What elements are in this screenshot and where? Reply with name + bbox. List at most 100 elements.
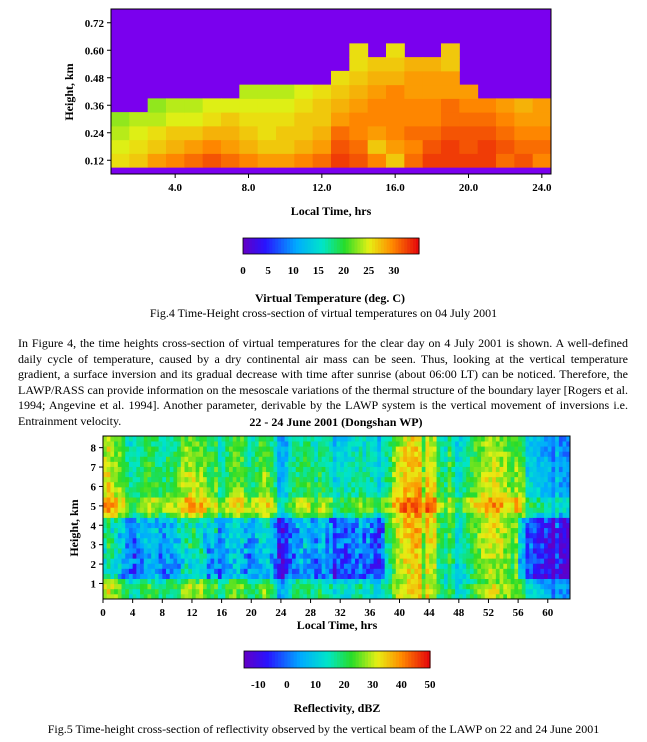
figure5-cell — [173, 537, 178, 544]
figure5-cell — [180, 471, 185, 478]
figure5-cell — [243, 527, 248, 534]
figure5-cell — [481, 563, 486, 569]
figure5-cell — [503, 553, 508, 559]
figure5-cell — [547, 451, 552, 457]
figure5-cell — [236, 466, 241, 473]
figure5-cell — [562, 578, 567, 585]
figure5-cell — [158, 593, 163, 600]
figure5-cell — [273, 471, 278, 478]
figure5-cell — [492, 537, 497, 544]
figure5-cell — [306, 441, 311, 447]
figure5-cell — [447, 568, 452, 574]
figure5-cell — [558, 532, 563, 539]
figure5-cell — [236, 542, 241, 549]
figure5-cell — [477, 517, 482, 523]
figure5-cell — [410, 583, 415, 590]
figure5-cell — [406, 522, 412, 529]
figure5-cell — [366, 537, 371, 544]
figure5-cell — [254, 522, 260, 529]
figure5-cell — [303, 542, 308, 549]
figure5-cell — [499, 507, 504, 513]
figure5-cell — [410, 436, 415, 442]
figure5-cell — [114, 497, 119, 503]
figure5-cell — [495, 548, 500, 554]
figure5-cell — [369, 542, 374, 549]
figure5-cell — [469, 466, 475, 473]
figure5-cell — [166, 588, 171, 595]
figure5-cell — [384, 492, 389, 498]
figure5-cell — [532, 481, 538, 488]
figure5-cell — [162, 436, 167, 442]
figure4-cell — [202, 125, 222, 141]
figure5-cell — [373, 553, 378, 559]
figure5-cell — [488, 486, 493, 493]
figure5-cell — [403, 537, 408, 544]
figure5-cell — [303, 466, 308, 473]
figure5-cell — [343, 471, 349, 478]
figure5-cell — [251, 507, 256, 513]
figure5-cell — [499, 461, 504, 467]
figure5-colorbar-step — [330, 651, 335, 668]
figure5-cell — [355, 548, 360, 554]
figure5-cell — [488, 542, 493, 549]
figure5-cell — [106, 502, 111, 508]
figure5-cell — [173, 451, 178, 457]
figure5-cell — [510, 542, 515, 549]
figure5-cell — [177, 466, 182, 473]
figure5-cell — [184, 456, 189, 462]
figure5-cell — [280, 537, 286, 544]
figure5-cell — [377, 537, 382, 544]
figure5-cell — [351, 558, 356, 564]
figure5-cell — [266, 471, 271, 478]
figure5-cell — [277, 502, 282, 508]
figure5-cell — [158, 548, 163, 554]
figure5-cell — [436, 578, 441, 585]
figure5-cell — [295, 456, 300, 462]
figure5-cell — [566, 497, 571, 503]
figure5-cell — [562, 436, 567, 442]
figure5-cell — [210, 588, 215, 595]
figure5-cell — [306, 466, 311, 473]
figure5-cell — [184, 492, 189, 498]
figure5-cell — [292, 532, 297, 539]
figure5-cell — [410, 542, 415, 549]
figure5-cell — [254, 461, 260, 467]
figure5-cell — [384, 456, 389, 462]
figure5-cell — [536, 522, 541, 529]
figure5-cell — [136, 578, 141, 585]
figure5-cell — [110, 466, 115, 473]
figure5-cell — [329, 441, 334, 447]
figure5-cell — [214, 441, 219, 447]
figure4-cell — [532, 139, 552, 154]
figure5-cell — [173, 481, 178, 488]
figure5-cell — [188, 593, 193, 600]
figure5-cell — [362, 466, 367, 473]
figure5-cell — [225, 481, 230, 488]
figure5-cell — [203, 548, 208, 554]
figure5-cell — [128, 502, 134, 508]
figure5-cell — [136, 492, 141, 498]
figure5-cell — [440, 588, 445, 595]
figure5-colorbar-step — [386, 651, 391, 668]
figure5-cell — [410, 461, 415, 467]
figure5-cell — [262, 492, 267, 498]
figure5-cell — [540, 593, 545, 600]
figure5-cell — [447, 512, 452, 518]
figure5-cell — [314, 573, 319, 580]
figure5-cell — [388, 573, 393, 580]
figure5-cell — [251, 471, 256, 478]
figure5-cell — [217, 461, 223, 467]
figure5-cell — [351, 573, 356, 580]
figure5-cell — [492, 481, 497, 488]
figure4-caption: Fig.4 Time-Height cross-section of virtu… — [149, 306, 498, 320]
figure5-cell — [421, 522, 426, 529]
figure5-cell — [166, 507, 171, 513]
figure5-cell — [529, 481, 534, 488]
figure5-cell — [288, 537, 293, 544]
figure4-cell — [386, 84, 405, 99]
figure5-cell — [384, 512, 389, 518]
figure5-cell — [269, 481, 274, 488]
figure5-cell — [525, 553, 530, 559]
figure5-cell — [232, 548, 237, 554]
figure5-cell — [369, 558, 374, 564]
